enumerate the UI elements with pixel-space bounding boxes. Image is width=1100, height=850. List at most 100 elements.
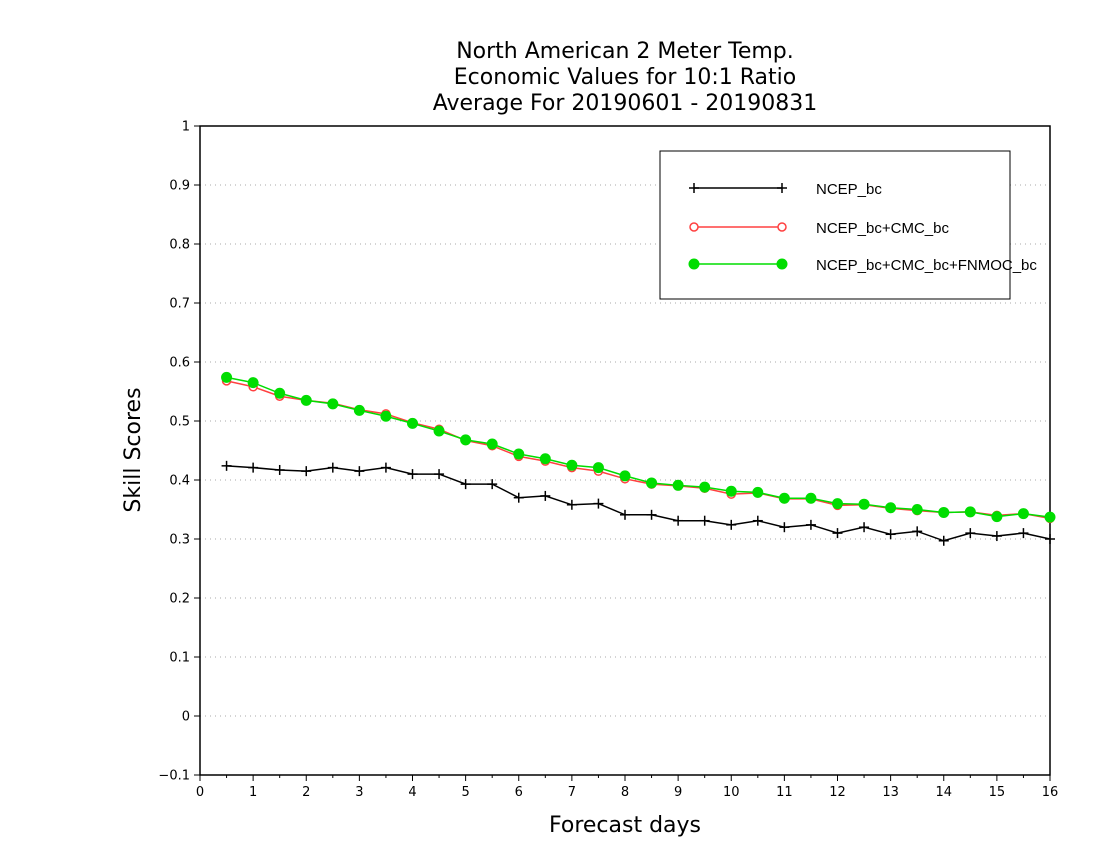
title-line-3: Average For 20190601 - 20190831	[433, 91, 818, 116]
data-point	[672, 479, 684, 491]
series-line	[226, 380, 1051, 520]
series-group	[221, 371, 1056, 546]
y-tick-label: 0.1	[169, 651, 190, 666]
data-point	[592, 462, 604, 474]
legend: NCEP_bc NCEP_bc+CMC_bc NCEP_bc+CMC_bc+FNMO…	[659, 150, 1037, 300]
data-point	[247, 377, 259, 389]
data-point	[433, 425, 445, 437]
data-point	[646, 509, 657, 520]
legend-marker	[777, 183, 787, 193]
data-point	[221, 460, 232, 471]
y-tick-label: 0.3	[169, 533, 190, 548]
y-tick-label: 0.6	[169, 356, 190, 371]
x-axis-label: Forecast days	[549, 813, 701, 838]
legend-label: NCEP_bc+CMC_bc	[816, 220, 949, 237]
x-tick-label: 4	[408, 785, 416, 800]
data-point	[991, 531, 1002, 542]
data-point	[1018, 528, 1029, 539]
data-point	[221, 371, 233, 383]
y-tick-label: 0.4	[169, 474, 190, 489]
x-tick-label: 10	[723, 785, 740, 800]
series-1	[221, 376, 1055, 524]
data-point	[620, 509, 630, 520]
x-axis-ticks: 0 1 2 3 4 5 6 7 8 9 10 11 12 13 14 15 16	[196, 775, 1058, 800]
data-point	[460, 434, 472, 446]
legend-box	[659, 150, 1011, 300]
data-point	[407, 469, 418, 480]
x-tick-label: 7	[568, 785, 576, 800]
data-point	[566, 499, 577, 510]
x-tick-label: 14	[935, 785, 952, 800]
y-axis-ticks: −0.1 0 0.1 0.2 0.3 0.4 0.5 0.6 0.7 0.8 0.9 1	[158, 120, 200, 784]
data-point	[513, 492, 524, 503]
data-point	[885, 502, 897, 514]
data-point	[858, 498, 870, 510]
data-point	[885, 529, 896, 540]
data-point	[991, 511, 1003, 523]
data-point	[699, 515, 710, 526]
series-line	[226, 465, 1051, 542]
x-tick-label: 3	[355, 785, 363, 800]
legend-marker	[689, 222, 699, 232]
data-point	[248, 462, 259, 473]
y-axis-label: Skill Scores	[121, 387, 146, 512]
data-point	[300, 394, 312, 406]
data-point	[540, 490, 551, 501]
data-point	[1045, 534, 1055, 544]
data-point	[938, 535, 949, 546]
data-point	[460, 479, 471, 490]
legend-marker	[776, 258, 788, 270]
data-point	[832, 528, 843, 539]
data-point	[725, 485, 737, 497]
data-point	[832, 498, 843, 510]
data-point	[752, 486, 764, 498]
data-point	[274, 464, 285, 475]
data-point	[673, 515, 684, 526]
data-point	[353, 404, 365, 416]
data-point	[487, 479, 498, 490]
y-tick-label: 0.7	[169, 297, 190, 312]
data-point	[380, 410, 392, 422]
data-point	[301, 466, 312, 477]
series-2	[221, 371, 1056, 523]
y-tick-label: 0.2	[169, 592, 190, 607]
data-point	[912, 526, 923, 537]
legend-entry: NCEP_bc	[689, 181, 882, 198]
data-point	[779, 522, 790, 533]
data-point	[938, 506, 950, 518]
data-point	[619, 470, 631, 482]
x-tick-label: 5	[461, 785, 469, 800]
y-tick-label: 0	[182, 710, 190, 725]
data-point	[646, 477, 658, 489]
data-point	[274, 387, 286, 399]
data-point	[434, 469, 445, 480]
x-tick-label: 13	[882, 785, 899, 800]
data-point	[327, 462, 338, 473]
data-point	[354, 466, 365, 477]
legend-label: NCEP_bc+CMC_bc+FNMOC_bc	[816, 257, 1037, 274]
y-tick-label: −0.1	[158, 769, 190, 784]
data-point	[380, 462, 391, 473]
data-point	[593, 498, 604, 509]
title-line-2: Economic Values for 10:1 Ratio	[454, 65, 796, 90]
data-point	[778, 492, 790, 504]
data-point	[805, 492, 817, 504]
title-line-1: North American 2 Meter Temp.	[456, 39, 794, 64]
x-tick-label: 16	[1042, 785, 1059, 800]
data-point	[1017, 508, 1029, 520]
x-tick-label: 12	[829, 785, 846, 800]
legend-label: NCEP_bc	[816, 181, 882, 198]
x-tick-label: 8	[621, 785, 629, 800]
series-0	[221, 460, 1055, 546]
data-point	[486, 438, 498, 450]
data-point	[1044, 511, 1056, 523]
legend-entry: NCEP_bc+CMC_bc	[689, 220, 949, 237]
data-point	[911, 504, 923, 515]
legend-marker	[688, 258, 700, 270]
y-tick-label: 0.8	[169, 238, 190, 253]
series-line	[226, 376, 1051, 518]
data-point	[407, 417, 418, 429]
x-tick-label: 2	[302, 785, 310, 800]
data-point	[726, 519, 737, 530]
